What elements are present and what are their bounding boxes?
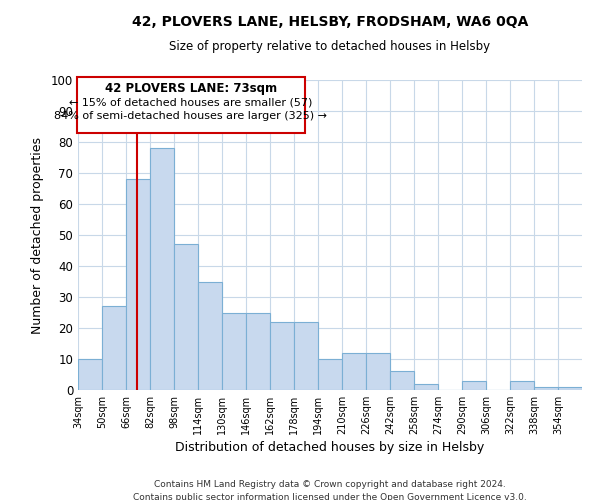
Bar (342, 353, 366, 390)
Text: Contains public sector information licensed under the Open Government Licence v3: Contains public sector information licen… (133, 492, 527, 500)
Bar (462, 380, 486, 390)
Bar (294, 322, 318, 390)
Bar (150, 148, 174, 390)
Bar (246, 312, 270, 390)
Bar (222, 312, 246, 390)
Bar (126, 179, 150, 390)
Bar (102, 306, 126, 390)
Bar (174, 244, 198, 390)
Text: 42, PLOVERS LANE, HELSBY, FRODSHAM, WA6 0QA: 42, PLOVERS LANE, HELSBY, FRODSHAM, WA6 … (132, 15, 528, 29)
Text: ← 15% of detached houses are smaller (57): ← 15% of detached houses are smaller (57… (69, 97, 313, 107)
Y-axis label: Number of detached properties: Number of detached properties (31, 136, 44, 334)
Bar (318, 359, 342, 390)
Bar (414, 384, 438, 390)
Bar (270, 322, 294, 390)
X-axis label: Distribution of detached houses by size in Helsby: Distribution of detached houses by size … (175, 441, 485, 454)
Bar (558, 387, 582, 390)
Text: 42 PLOVERS LANE: 73sqm: 42 PLOVERS LANE: 73sqm (105, 82, 277, 94)
Text: Contains HM Land Registry data © Crown copyright and database right 2024.: Contains HM Land Registry data © Crown c… (154, 480, 506, 489)
Text: 84% of semi-detached houses are larger (325) →: 84% of semi-detached houses are larger (… (55, 111, 328, 121)
Bar (366, 353, 390, 390)
Bar (534, 387, 558, 390)
Bar (78, 359, 102, 390)
Text: Size of property relative to detached houses in Helsby: Size of property relative to detached ho… (169, 40, 491, 53)
Bar (198, 282, 222, 390)
Bar (390, 372, 414, 390)
FancyBboxPatch shape (77, 77, 305, 132)
Bar (510, 380, 534, 390)
